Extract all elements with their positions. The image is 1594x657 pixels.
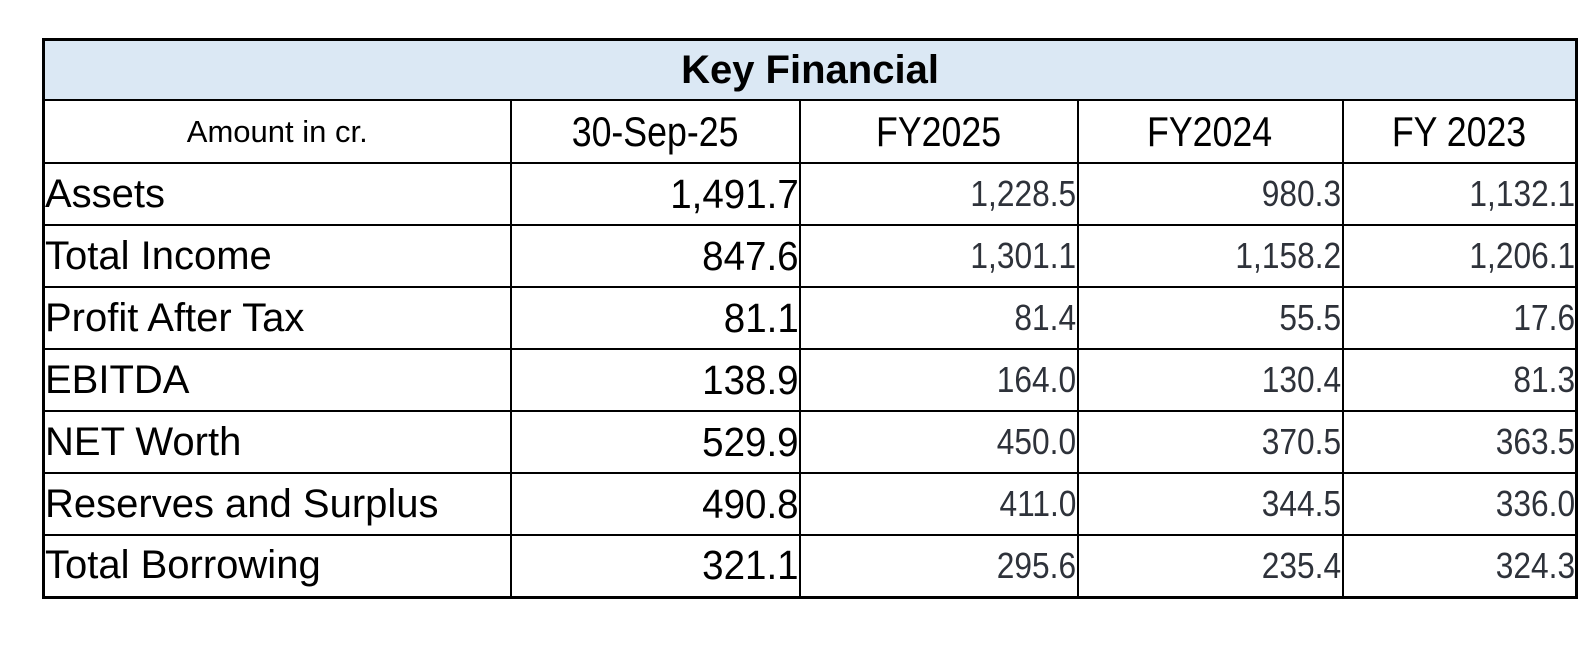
- cell-value: 1,228.5: [798, 162, 1079, 226]
- table-title: Key Financial: [42, 38, 1578, 101]
- cell-value-text: 17.6: [1513, 297, 1576, 338]
- column-header-text: FY2024: [1147, 107, 1273, 155]
- cell-value: 324.3: [1341, 534, 1578, 598]
- cell-value-text: 1,491.7: [669, 170, 799, 217]
- cell-value-text: 363.5: [1495, 421, 1576, 462]
- cell-value: 81.3: [1341, 348, 1578, 412]
- table-row-total-borrowing: Total Borrowing 321.1 295.6 235.4 324.3: [42, 534, 1578, 598]
- cell-value: 81.1: [509, 286, 801, 350]
- cell-value-text: 370.5: [1262, 421, 1342, 462]
- table-row-profit-after-tax: Profit After Tax 81.1 81.4 55.5 17.6: [42, 286, 1578, 350]
- cell-value: 411.0: [798, 472, 1079, 536]
- cell-value-text: 1,206.1: [1469, 235, 1576, 276]
- cell-value-text: 321.1: [702, 542, 799, 589]
- cell-value-text: 55.5: [1279, 297, 1342, 338]
- cell-value: 321.1: [509, 534, 801, 598]
- column-header-fy2023: FY 2023: [1341, 99, 1578, 164]
- cell-value: 55.5: [1076, 286, 1344, 350]
- row-label: Reserves and Surplus: [42, 472, 512, 536]
- row-label: Total Income: [42, 224, 512, 288]
- cell-value: 81.4: [798, 286, 1079, 350]
- table-row-assets: Assets 1,491.7 1,228.5 980.3 1,132.1: [42, 162, 1578, 226]
- cell-value-text: 1,228.5: [970, 173, 1077, 214]
- row-label: EBITDA: [42, 348, 512, 412]
- key-financial-table-container: Key Financial Amount in cr. 30-Sep-25 FY…: [42, 38, 1579, 599]
- table-row-ebitda: EBITDA 138.9 164.0 130.4 81.3: [42, 348, 1578, 412]
- cell-value: 370.5: [1076, 410, 1344, 474]
- column-header-text: FY2025: [875, 107, 1002, 155]
- key-financial-table: Key Financial Amount in cr. 30-Sep-25 FY…: [42, 38, 1579, 599]
- cell-value: 1,206.1: [1341, 224, 1578, 288]
- cell-value: 980.3: [1076, 162, 1344, 226]
- cell-value: 363.5: [1341, 410, 1578, 474]
- column-header-text: FY 2023: [1392, 107, 1527, 155]
- title-row: Key Financial: [42, 38, 1578, 101]
- cell-value: 529.9: [509, 410, 801, 474]
- cell-value-text: 138.9: [702, 356, 799, 403]
- column-header-fy2024: FY2024: [1076, 99, 1344, 164]
- cell-value-text: 336.0: [1495, 483, 1576, 524]
- cell-value: 847.6: [509, 224, 801, 288]
- row-label: Profit After Tax: [42, 286, 512, 350]
- cell-value-text: 450.0: [997, 421, 1077, 462]
- column-header-30-sep-25: 30-Sep-25: [509, 99, 801, 164]
- cell-value-text: 1,158.2: [1235, 235, 1342, 276]
- cell-value: 450.0: [798, 410, 1079, 474]
- cell-value-text: 324.3: [1495, 544, 1576, 586]
- cell-value: 1,158.2: [1076, 224, 1344, 288]
- cell-value: 130.4: [1076, 348, 1344, 412]
- row-label: NET Worth: [42, 410, 512, 474]
- cell-value: 1,301.1: [798, 224, 1079, 288]
- row-label: Total Borrowing: [42, 534, 512, 598]
- cell-value: 1,132.1: [1341, 162, 1578, 226]
- cell-value-text: 295.6: [997, 544, 1077, 586]
- cell-value-text: 81.1: [723, 294, 799, 341]
- cell-value-text: 81.3: [1513, 359, 1576, 400]
- cell-value: 235.4: [1076, 534, 1344, 598]
- table-row-net-worth: NET Worth 529.9 450.0 370.5 363.5: [42, 410, 1578, 474]
- header-row: Amount in cr. 30-Sep-25 FY2025 FY2024 FY…: [42, 99, 1578, 164]
- cell-value-text: 130.4: [1262, 359, 1342, 400]
- cell-value: 164.0: [798, 348, 1079, 412]
- cell-value-text: 81.4: [1014, 297, 1077, 338]
- cell-value: 490.8: [509, 472, 801, 536]
- cell-value-text: 980.3: [1262, 173, 1342, 214]
- cell-value-text: 164.0: [997, 359, 1077, 400]
- cell-value: 344.5: [1076, 472, 1344, 536]
- cell-value: 1,491.7: [509, 162, 801, 226]
- row-label: Assets: [42, 162, 512, 226]
- cell-value-text: 411.0: [999, 483, 1077, 524]
- table-row-reserves-and-surplus: Reserves and Surplus 490.8 411.0 344.5 3…: [42, 472, 1578, 536]
- table-row-total-income: Total Income 847.6 1,301.1 1,158.2 1,206…: [42, 224, 1578, 288]
- column-header-fy2025: FY2025: [798, 99, 1079, 164]
- cell-value: 295.6: [798, 534, 1079, 598]
- cell-value-text: 235.4: [1262, 544, 1342, 586]
- cell-value-text: 1,301.1: [970, 235, 1077, 276]
- column-header-text: 30-Sep-25: [571, 107, 739, 155]
- cell-value-text: 847.6: [702, 232, 799, 279]
- cell-value: 17.6: [1341, 286, 1578, 350]
- cell-value-text: 1,132.1: [1469, 173, 1576, 214]
- unit-label: Amount in cr.: [42, 99, 512, 164]
- cell-value: 138.9: [509, 348, 801, 412]
- cell-value-text: 529.9: [702, 418, 799, 465]
- cell-value-text: 344.5: [1262, 483, 1342, 524]
- cell-value: 336.0: [1341, 472, 1578, 536]
- cell-value-text: 490.8: [702, 480, 799, 527]
